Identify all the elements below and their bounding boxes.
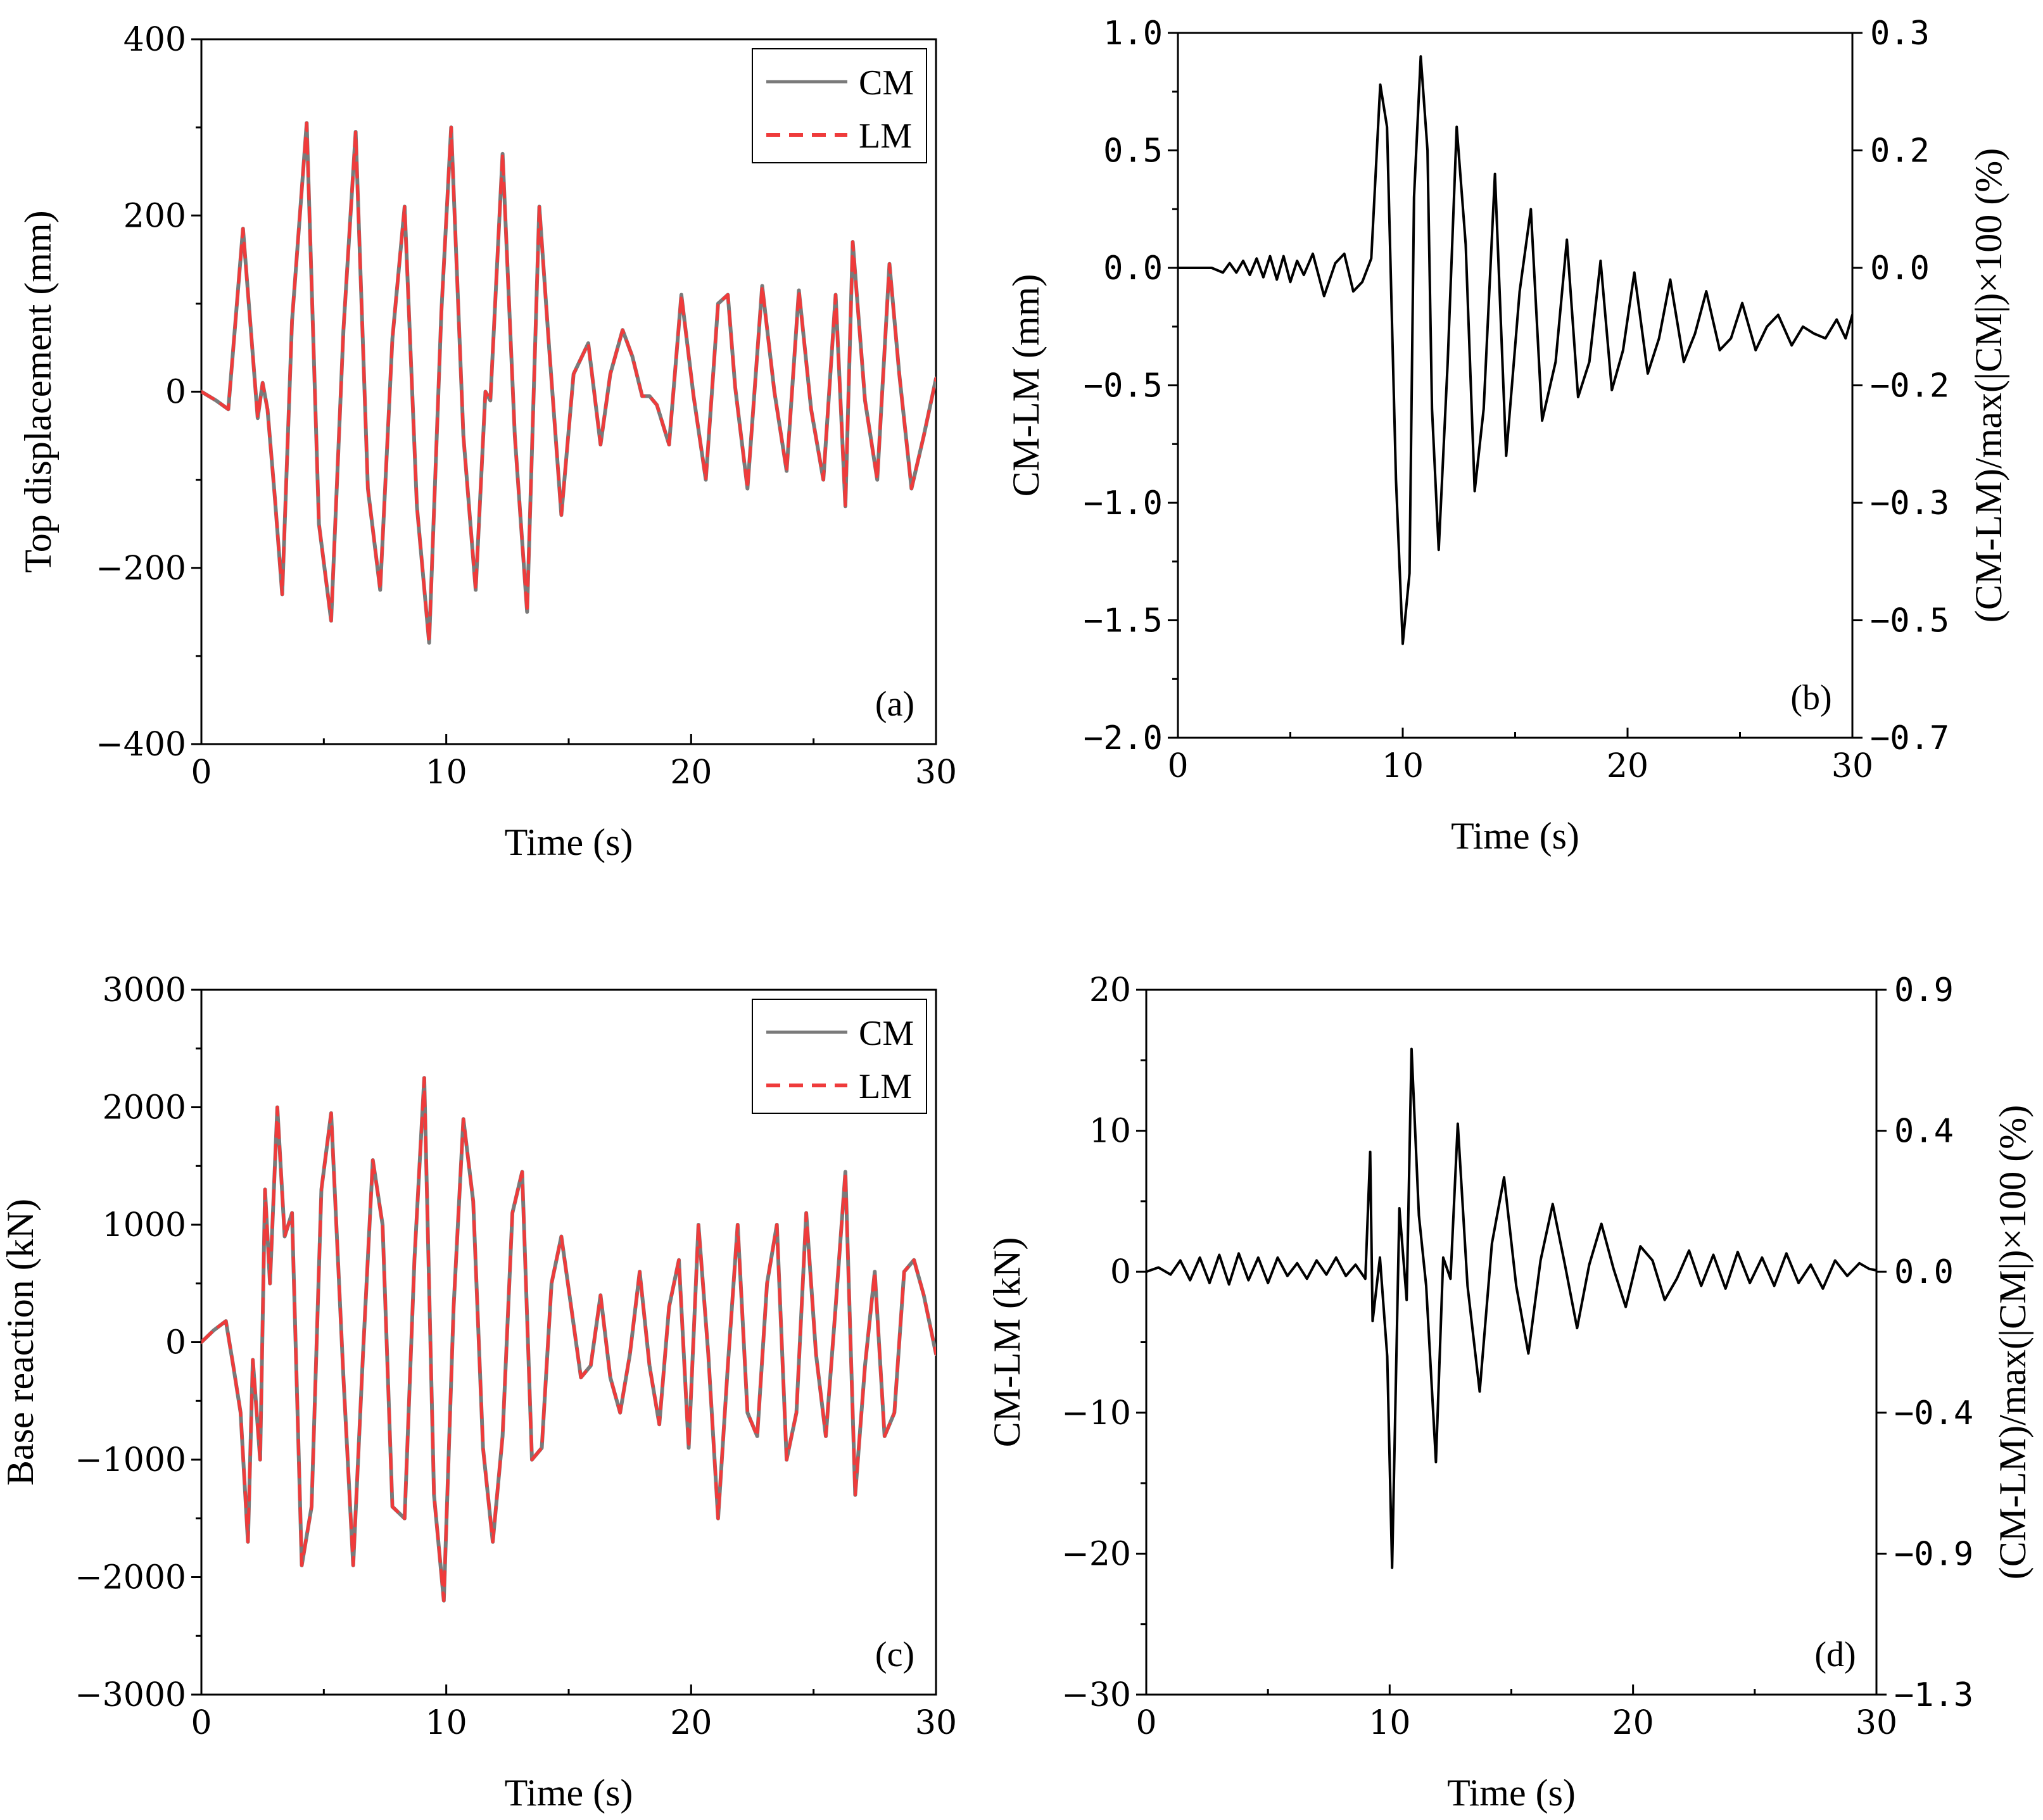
- y-tick-label: −200: [96, 550, 186, 588]
- x-tick-label: 0: [191, 1704, 212, 1742]
- x-tick-label: 10: [426, 754, 467, 792]
- y-tick-label: −20: [1061, 1535, 1131, 1573]
- series-line-lm: [201, 1076, 936, 1603]
- x-tick-label: 0: [1135, 1704, 1156, 1742]
- y-axis-title: CM-LM (mm): [1005, 274, 1047, 497]
- y-axis-title: CM-LM (kN): [986, 1237, 1028, 1448]
- y-tick-label: −30: [1061, 1676, 1131, 1714]
- legend-box: [752, 999, 927, 1114]
- x-tick-label: 0: [1167, 747, 1188, 785]
- y2-tick-label: −0.3: [1870, 484, 1949, 522]
- x-tick-label: 0: [191, 754, 212, 792]
- x-tick-label: 30: [1831, 747, 1873, 785]
- y2-tick-label: 0.0: [1870, 250, 1930, 288]
- y2-tick-label: −0.9: [1894, 1535, 1973, 1573]
- panel-label: (a): [875, 685, 914, 724]
- x-axis-title: Time (s): [505, 1772, 633, 1814]
- panel-label: (c): [875, 1635, 914, 1674]
- y-tick-label: −1.5: [1084, 602, 1163, 640]
- y-tick-label: 400: [123, 21, 186, 59]
- y-tick-label: 0.0: [1103, 250, 1163, 288]
- y-tick-label: 1.0: [1103, 15, 1163, 53]
- y-tick-label: 3000: [103, 971, 186, 1009]
- y2-tick-label: 0.9: [1894, 971, 1954, 1009]
- y-tick-label: −1000: [75, 1441, 186, 1479]
- panel-label: (b): [1790, 678, 1831, 717]
- y-tick-label: −0.5: [1084, 367, 1163, 405]
- y-tick-label: 0.5: [1103, 132, 1163, 170]
- legend-box: [752, 48, 927, 163]
- series-line-cm: [201, 121, 936, 645]
- x-tick-label: 30: [915, 1704, 957, 1742]
- y2-axis-title: (CM-LM)/max(|CM|)×100 (%): [1992, 1105, 2034, 1579]
- y-tick-label: 0: [165, 1324, 186, 1362]
- x-tick-label: 30: [915, 754, 957, 792]
- y-axis-title: Base reaction (kN): [0, 1199, 41, 1486]
- y-tick-label: 0: [1110, 1253, 1131, 1291]
- y-axis-title: Top displacement (mm): [17, 210, 59, 572]
- y-tick-label: −1.0: [1084, 484, 1163, 522]
- x-tick-label: 20: [670, 1704, 712, 1742]
- x-tick-label: 10: [1382, 747, 1424, 785]
- y2-tick-label: −1.3: [1894, 1676, 1973, 1714]
- y-tick-label: 20: [1089, 971, 1131, 1009]
- y-tick-label: −3000: [75, 1676, 186, 1714]
- chart-panel-4: 0 10 20 30 −30 −20 −10 0 10 20 0.9 0.4 0.0 −0.4 −0.9 −1…: [986, 971, 2034, 1814]
- chart-panel-3: 0 10 20 30 −3000 −2000 −1000 0 1000 2000 3000 Time …: [0, 971, 957, 1814]
- y-tick-label: 0: [165, 374, 186, 412]
- legend-label-lm: LM: [859, 1067, 912, 1106]
- x-tick-label: 20: [1607, 747, 1648, 785]
- y2-tick-label: 0.4: [1894, 1113, 1954, 1151]
- y-tick-label: −400: [96, 726, 186, 764]
- y2-tick-label: −0.2: [1870, 367, 1949, 405]
- x-axis-title: Time (s): [1447, 1772, 1576, 1814]
- panel-label: (d): [1814, 1635, 1856, 1674]
- x-axis-title: Time (s): [505, 821, 633, 863]
- plot-frame: [1177, 32, 1854, 739]
- series-line-cm-lm: [1146, 1047, 1876, 1569]
- y2-tick-label: 0.0: [1894, 1253, 1954, 1291]
- y-tick-label: −10: [1061, 1394, 1131, 1432]
- x-tick-label: 30: [1856, 1704, 1897, 1742]
- x-axis-title: Time (s): [1451, 815, 1579, 857]
- series-line-lm: [201, 121, 936, 645]
- y2-tick-label: −0.5: [1870, 602, 1949, 640]
- y2-tick-label: −0.7: [1870, 719, 1949, 757]
- plot-frame: [1145, 989, 1878, 1696]
- series-line-cm-lm: [1178, 55, 1852, 645]
- legend-label-cm: CM: [859, 1014, 914, 1053]
- y-tick-label: 10: [1089, 1113, 1131, 1151]
- y-tick-label: 1000: [103, 1206, 186, 1244]
- y2-tick-label: 0.2: [1870, 132, 1930, 170]
- series-line-cm: [201, 1076, 936, 1603]
- x-tick-label: 10: [426, 1704, 467, 1742]
- y-tick-label: 2000: [103, 1089, 186, 1127]
- y2-axis-title: (CM-LM)/max(|CM|)×100 (%): [1968, 148, 2009, 622]
- chart-panel-2: 0 10 20 30 −2.0 −1.5 −1.0 −0.5 0.0 0.5 1.0 0.3 0.2 0.…: [1005, 15, 2009, 857]
- y2-tick-label: 0.3: [1870, 15, 1930, 53]
- y-tick-label: 200: [123, 197, 186, 235]
- x-tick-label: 10: [1369, 1704, 1410, 1742]
- x-tick-label: 20: [1612, 1704, 1654, 1742]
- x-tick-label: 20: [670, 754, 712, 792]
- legend-label-lm: LM: [859, 117, 912, 156]
- legend-label-cm: CM: [859, 63, 914, 103]
- y-tick-label: −2.0: [1084, 719, 1163, 757]
- y-tick-label: −2000: [75, 1559, 186, 1597]
- chart-panel-1: 0 10 20 30 −400 −200 0 200 400 Time (s) Top displa…: [17, 21, 957, 863]
- y2-tick-label: −0.4: [1894, 1394, 1973, 1432]
